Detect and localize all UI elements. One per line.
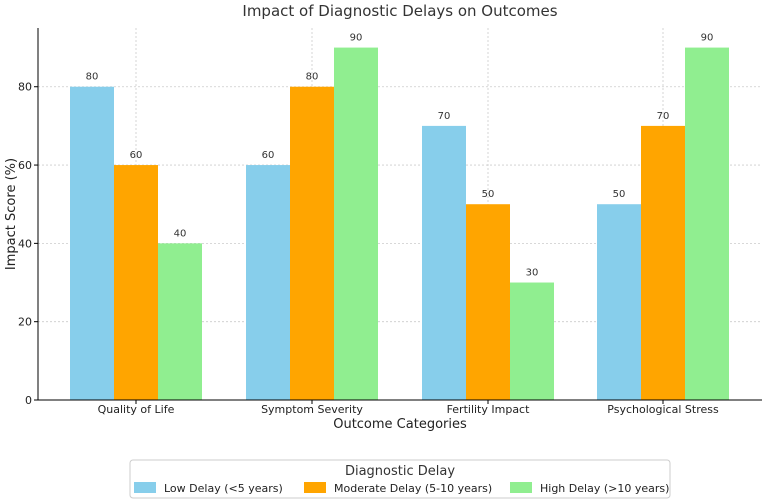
legend-swatch <box>304 482 326 493</box>
bars <box>70 47 729 400</box>
bar-value-label: 50 <box>613 189 626 200</box>
y-tick-label: 0 <box>25 394 32 407</box>
legend: Diagnostic Delay Low Delay (<5 years) Mod… <box>129 459 671 499</box>
bar-value-label: 90 <box>350 33 363 44</box>
bar <box>290 86 334 400</box>
legend-label: Moderate Delay (5-10 years) <box>334 482 492 495</box>
bar-value-label: 30 <box>526 268 539 279</box>
legend-title: Diagnostic Delay <box>345 464 455 479</box>
bar <box>334 47 378 400</box>
data-labels: 80 60 70 50 60 80 50 70 40 90 30 90 <box>86 33 714 279</box>
x-tick-label: Quality of Life <box>98 403 175 416</box>
legend-frame <box>129 459 671 499</box>
legend-swatch <box>510 482 532 493</box>
bar <box>597 204 641 400</box>
bar-value-label: 60 <box>130 150 143 161</box>
bar <box>510 282 554 400</box>
bar <box>70 86 114 400</box>
bar <box>114 165 158 400</box>
bar <box>246 165 290 400</box>
x-axis-label: Outcome Categories <box>333 417 467 432</box>
bar <box>422 125 466 400</box>
bar-value-label: 40 <box>174 228 187 239</box>
x-tick-label: Psychological Stress <box>607 403 719 416</box>
legend-swatch <box>134 482 156 493</box>
bar-value-label: 70 <box>438 111 451 122</box>
bar <box>466 204 510 400</box>
x-tick-label: Symptom Severity <box>261 403 363 416</box>
bar-value-label: 80 <box>306 72 319 83</box>
bar-value-label: 60 <box>262 150 275 161</box>
y-tick-label: 80 <box>18 81 32 94</box>
y-tick-label: 60 <box>18 159 32 172</box>
bar <box>641 125 685 400</box>
x-ticks: Quality of Life Symptom Severity Fertility… <box>98 400 719 416</box>
bar-value-label: 70 <box>657 111 670 122</box>
bar-value-label: 80 <box>86 72 99 83</box>
y-axis-label: Impact Score (%) <box>4 158 19 270</box>
bar-value-label: 90 <box>701 33 714 44</box>
y-tick-label: 20 <box>18 316 32 329</box>
chart-title: Impact of Diagnostic Delays on Outcomes <box>242 2 557 20</box>
bar <box>685 47 729 400</box>
y-tick-label: 40 <box>18 237 32 250</box>
bar <box>158 243 202 400</box>
bar-value-label: 50 <box>482 189 495 200</box>
legend-items: Low Delay (<5 years) Moderate Delay (5-10… <box>134 482 669 495</box>
y-ticks: 0 20 40 60 80 <box>18 81 38 407</box>
x-tick-label: Fertility Impact <box>447 403 531 416</box>
legend-label: Low Delay (<5 years) <box>164 482 283 495</box>
legend-label: High Delay (>10 years) <box>540 482 669 495</box>
